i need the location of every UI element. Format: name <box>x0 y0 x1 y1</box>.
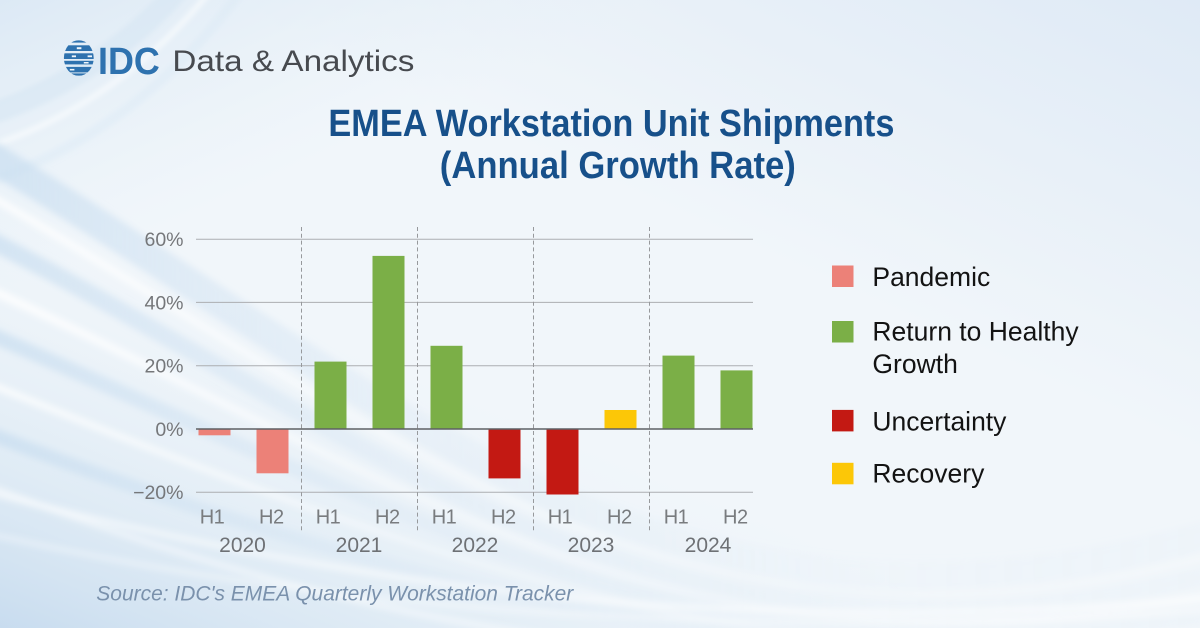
svg-text:IDC: IDC <box>98 41 160 83</box>
svg-text:Return to Healthy: Return to Healthy <box>872 317 1079 347</box>
svg-text:Source: IDC's EMEA Quarterly W: Source: IDC's EMEA Quarterly Workstation… <box>96 582 574 606</box>
svg-text:H1: H1 <box>548 507 573 529</box>
svg-text:−20%: −20% <box>133 482 183 504</box>
svg-text:Growth: Growth <box>872 349 957 379</box>
svg-text:2021: 2021 <box>336 534 383 557</box>
svg-text:H1: H1 <box>664 507 689 529</box>
svg-text:0%: 0% <box>155 419 183 441</box>
svg-text:2022: 2022 <box>452 534 499 557</box>
svg-text:H2: H2 <box>723 507 748 529</box>
svg-text:Pandemic: Pandemic <box>872 262 990 292</box>
svg-text:Data & Analytics: Data & Analytics <box>172 45 414 78</box>
svg-text:Recovery: Recovery <box>872 459 985 489</box>
svg-text:H2: H2 <box>607 507 632 529</box>
svg-text:H1: H1 <box>432 507 457 529</box>
svg-text:(Annual Growth Rate): (Annual Growth Rate) <box>440 144 796 187</box>
svg-text:H1: H1 <box>316 507 341 529</box>
svg-text:Uncertainty: Uncertainty <box>872 406 1007 436</box>
svg-text:2023: 2023 <box>568 534 615 557</box>
svg-text:H2: H2 <box>375 507 400 529</box>
svg-text:H2: H2 <box>259 507 284 529</box>
svg-text:40%: 40% <box>144 292 183 314</box>
svg-text:H1: H1 <box>200 507 225 529</box>
svg-text:60%: 60% <box>144 229 183 251</box>
svg-text:20%: 20% <box>144 356 183 378</box>
svg-text:2020: 2020 <box>219 534 266 557</box>
svg-text:EMEA Workstation Unit Shipment: EMEA Workstation Unit Shipments <box>328 102 894 145</box>
svg-text:H2: H2 <box>491 507 516 529</box>
svg-text:2024: 2024 <box>685 534 732 557</box>
